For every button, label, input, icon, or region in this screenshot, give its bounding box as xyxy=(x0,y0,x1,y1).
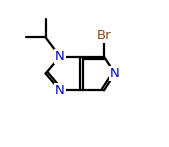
Text: N: N xyxy=(55,84,65,97)
Text: N: N xyxy=(55,50,65,63)
Text: N: N xyxy=(110,67,120,80)
Text: Br: Br xyxy=(97,29,111,42)
